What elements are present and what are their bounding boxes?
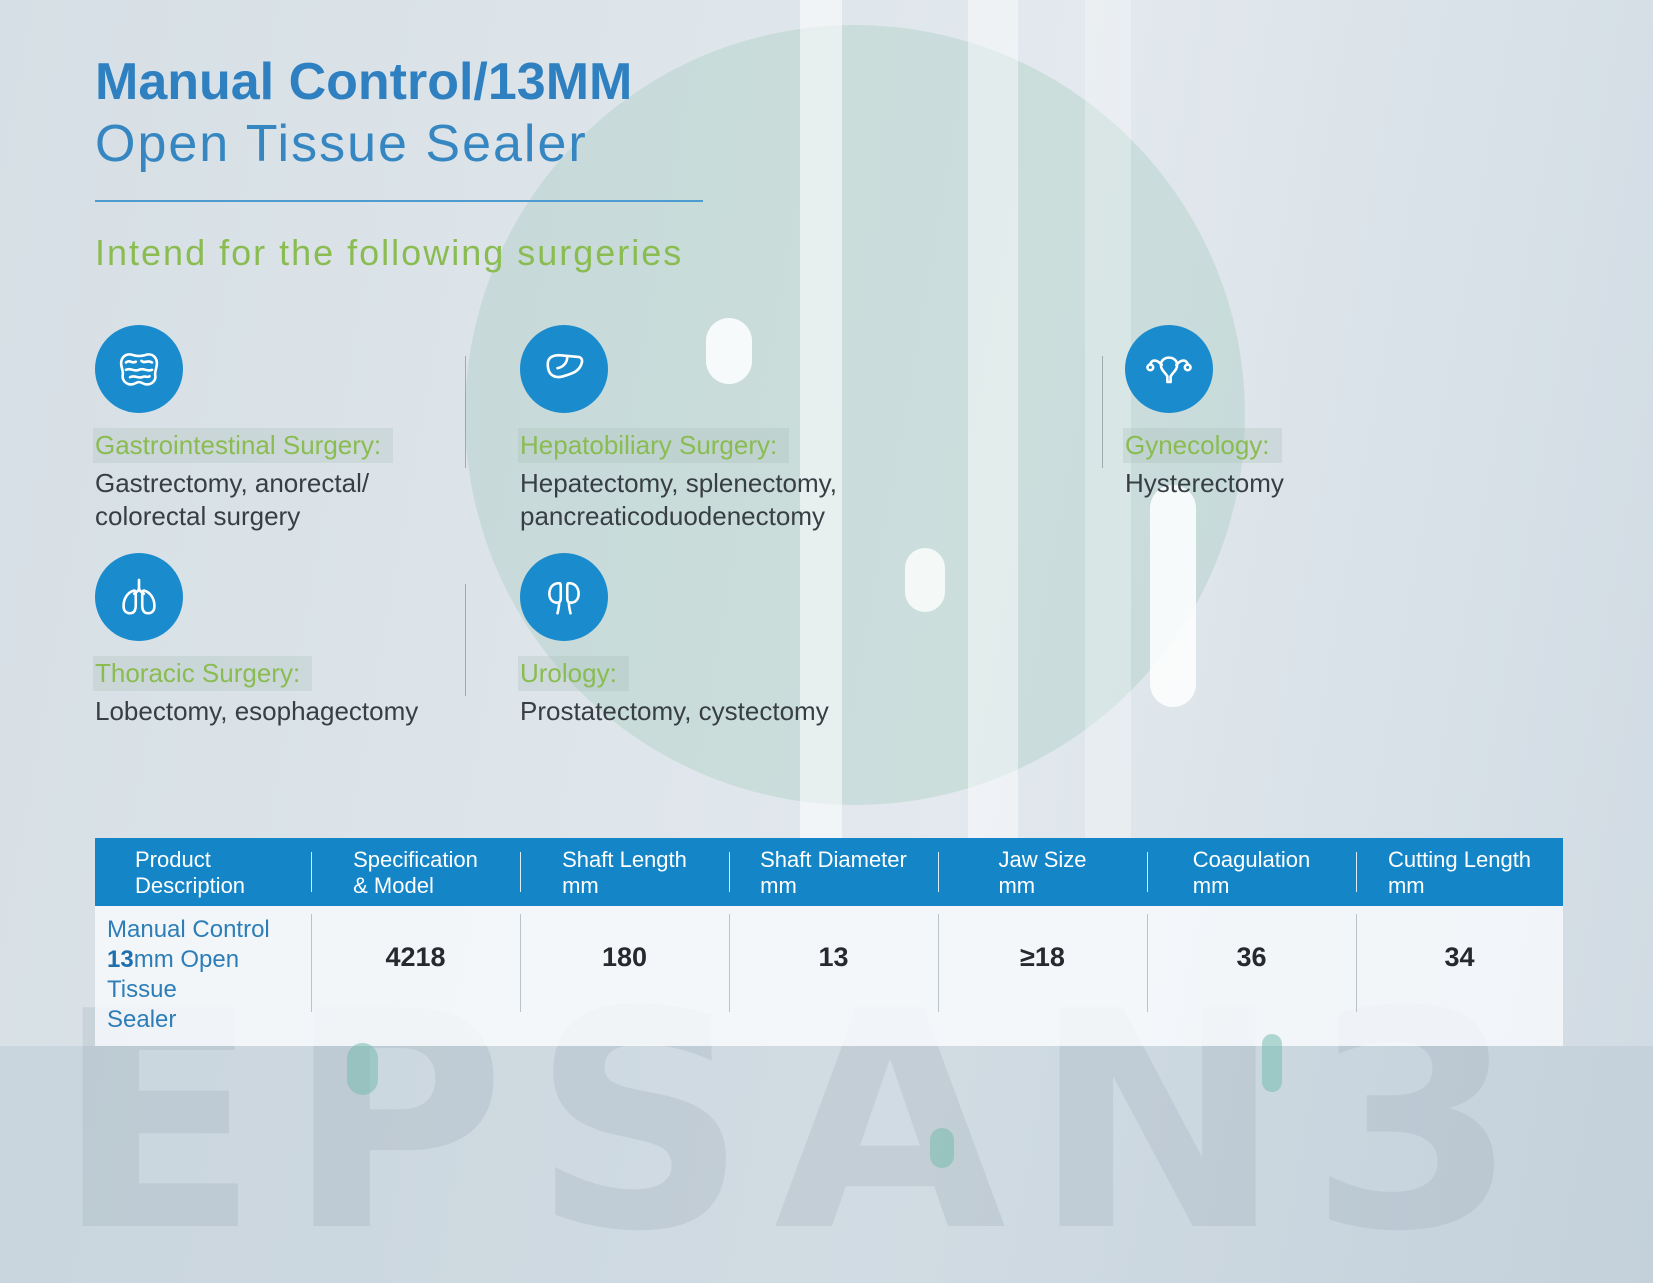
bottom-background-band bbox=[0, 1046, 1653, 1283]
teal-accent-pill bbox=[930, 1128, 954, 1168]
header-cutting-length: Cutting Length mm bbox=[1387, 847, 1532, 898]
cell-cutting-length: 34 bbox=[1444, 942, 1475, 972]
intestine-icon bbox=[95, 325, 183, 413]
surgery-card-thoracic: Thoracic Surgery: Lobectomy, esophagecto… bbox=[93, 553, 515, 728]
surgery-procedures: Hepatectomy, splenectomy, pancreaticoduo… bbox=[520, 468, 837, 531]
surgery-procedures: Prostatectomy, cystectomy bbox=[520, 696, 829, 726]
cell-shaft-length: 180 bbox=[601, 942, 648, 972]
header-coagulation: Coagulation mm bbox=[1192, 847, 1311, 898]
page-title-line2: Open Tissue Sealer bbox=[95, 115, 588, 173]
teal-accent-pill bbox=[1262, 1034, 1282, 1092]
spec-table: Product Description Specification & Model … bbox=[95, 838, 1563, 1046]
surgery-label: Hepatobiliary Surgery: bbox=[518, 428, 790, 463]
surgery-label: Gynecology: bbox=[1123, 428, 1282, 463]
logo-pill bbox=[706, 318, 752, 384]
section-subtitle: Intend for the following surgeries bbox=[95, 232, 684, 273]
spec-table-row: Manual Control 13mm Open Tissue Sealer 4… bbox=[95, 906, 1563, 1046]
surgery-procedures: Gastrectomy, anorectal/ colorectal surge… bbox=[95, 468, 370, 531]
header-specification-model: Specification & Model bbox=[353, 847, 478, 898]
header-shaft-diameter: Shaft Diameter mm bbox=[760, 847, 907, 898]
surgery-card-gastrointestinal: Gastrointestinal Surgery: Gastrectomy, a… bbox=[93, 325, 515, 533]
logo-pill bbox=[1150, 485, 1196, 707]
column-divider bbox=[465, 356, 466, 468]
logo-stripe bbox=[800, 0, 842, 906]
surgery-procedures: Lobectomy, esophagectomy bbox=[95, 696, 419, 726]
uterus-icon bbox=[1125, 325, 1213, 413]
surgery-card-urology: Urology: Prostatectomy, cystectomy bbox=[518, 553, 940, 728]
surgery-card-hepatobiliary: Hepatobiliary Surgery: Hepatectomy, sple… bbox=[518, 325, 940, 533]
cell-jaw-size: ≥18 bbox=[1020, 942, 1065, 972]
cell-specification-model: 4218 bbox=[385, 942, 446, 972]
column-divider bbox=[1102, 356, 1103, 468]
spec-table-header: Product Description Specification & Model … bbox=[95, 838, 1563, 906]
cell-product-name: Manual Control 13mm Open Tissue Sealer bbox=[107, 916, 270, 1033]
kidneys-icon bbox=[520, 553, 608, 641]
title-underline bbox=[95, 200, 703, 202]
header-shaft-length: Shaft Length mm bbox=[562, 847, 687, 898]
column-divider bbox=[465, 584, 466, 696]
surgery-label: Thoracic Surgery: bbox=[93, 656, 313, 691]
header-product-description: Product Description bbox=[135, 847, 246, 898]
surgery-card-gynecology: Gynecology: Hysterectomy bbox=[1123, 325, 1545, 500]
logo-circle-background bbox=[465, 25, 1245, 805]
surgery-label: Gastrointestinal Surgery: bbox=[93, 428, 394, 463]
logo-stripe bbox=[968, 0, 1018, 906]
logo-stripe bbox=[1085, 0, 1131, 906]
header-jaw-size: Jaw Size mm bbox=[998, 847, 1087, 898]
surgery-label: Urology: bbox=[518, 656, 629, 691]
lungs-icon bbox=[95, 553, 183, 641]
cell-coagulation: 36 bbox=[1236, 942, 1267, 972]
surgery-procedures: Hysterectomy bbox=[1125, 468, 1284, 498]
logo-pill bbox=[905, 548, 945, 612]
teal-accent-pill bbox=[347, 1043, 378, 1095]
cell-shaft-diameter: 13 bbox=[818, 942, 849, 972]
liver-icon bbox=[520, 325, 608, 413]
page-title-line1: Manual Control/13MM bbox=[95, 53, 633, 111]
